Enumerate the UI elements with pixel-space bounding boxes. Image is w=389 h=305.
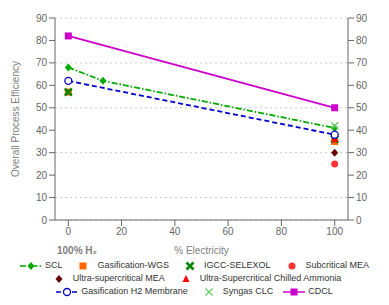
svg-text:30: 30 — [356, 147, 368, 158]
svg-text:80: 80 — [356, 35, 368, 46]
svg-text:40: 40 — [36, 125, 48, 136]
html-text:SCL: SCL — [44, 260, 63, 270]
svg-text:0: 0 — [66, 226, 72, 237]
svg-text:90: 90 — [356, 13, 368, 24]
html-text:Ultra-supercritical MEA: Ultra-supercritical MEA — [72, 273, 165, 283]
svg-text:100: 100 — [326, 226, 343, 237]
svg-text:100% H₂: 100% H₂ — [57, 245, 97, 256]
svg-text:40: 40 — [356, 125, 368, 136]
svg-text:70: 70 — [36, 57, 48, 68]
svg-text:60: 60 — [223, 226, 235, 237]
html-text:Syngas CLC: Syngas CLC — [222, 286, 274, 296]
svg-text:20: 20 — [36, 170, 48, 181]
html-text:Gasification-WGS: Gasification-WGS — [97, 260, 169, 270]
svg-text:40: 40 — [169, 226, 181, 237]
svg-text:30: 30 — [36, 147, 48, 158]
svg-text:20: 20 — [116, 226, 128, 237]
svg-text:10: 10 — [36, 192, 48, 203]
html-text:Subcritical MEA: Subcritical MEA — [305, 260, 369, 270]
html-text:Gasification H2 Membrane: Gasification H2 Membrane — [81, 286, 188, 296]
svg-text:50: 50 — [36, 102, 48, 113]
svg-text:60: 60 — [356, 80, 368, 91]
svg-text:90: 90 — [36, 13, 48, 24]
svg-text:80: 80 — [276, 226, 288, 237]
html-text:CDCL: CDCL — [308, 286, 333, 296]
svg-text:0: 0 — [41, 215, 47, 226]
svg-text:50: 50 — [356, 102, 368, 113]
svg-text:20: 20 — [356, 170, 368, 181]
svg-text:% Electricity: % Electricity — [174, 245, 228, 256]
svg-text:80: 80 — [36, 35, 48, 46]
svg-text:60: 60 — [36, 80, 48, 91]
svg-text:70: 70 — [356, 57, 368, 68]
svg-text:Overall Process Efficiency: Overall Process Efficiency — [10, 61, 21, 177]
svg-text:0: 0 — [356, 215, 362, 226]
html-text:Ultra-Supercritical Chilled Am: Ultra-Supercritical Chilled Ammonia — [199, 273, 342, 283]
html-text:IGCC-SELEXOL: IGCC-SELEXOL — [204, 260, 271, 270]
svg-text:10: 10 — [356, 192, 368, 203]
